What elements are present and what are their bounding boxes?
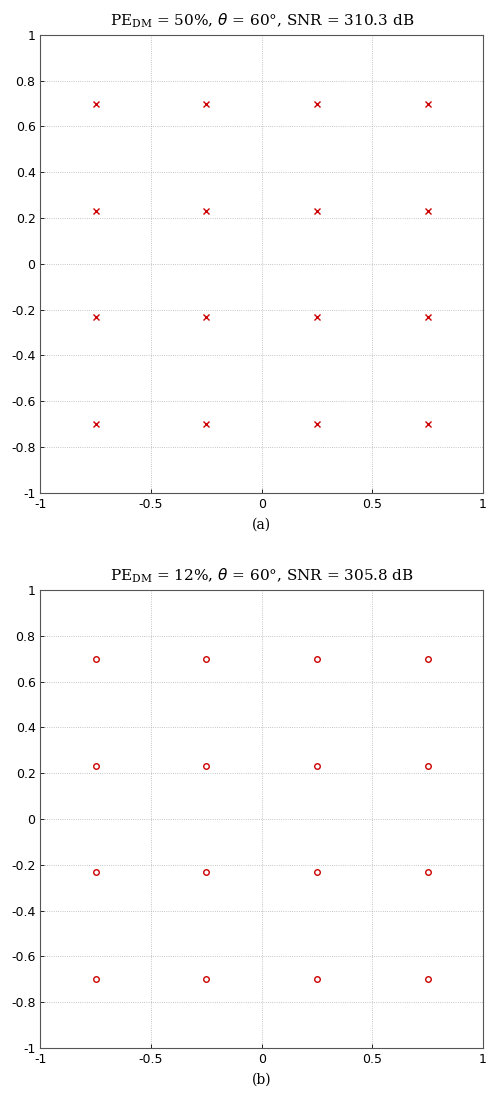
Title: PE$_\mathregular{DM}$ = 12%, $\theta$ = 60°, SNR = 305.8 dB: PE$_\mathregular{DM}$ = 12%, $\theta$ = …: [110, 567, 414, 585]
X-axis label: (b): (b): [252, 1073, 271, 1087]
X-axis label: (a): (a): [252, 517, 271, 531]
Title: PE$_\mathregular{DM}$ = 50%, $\theta$ = 60°, SNR = 310.3 dB: PE$_\mathregular{DM}$ = 50%, $\theta$ = …: [110, 11, 414, 30]
